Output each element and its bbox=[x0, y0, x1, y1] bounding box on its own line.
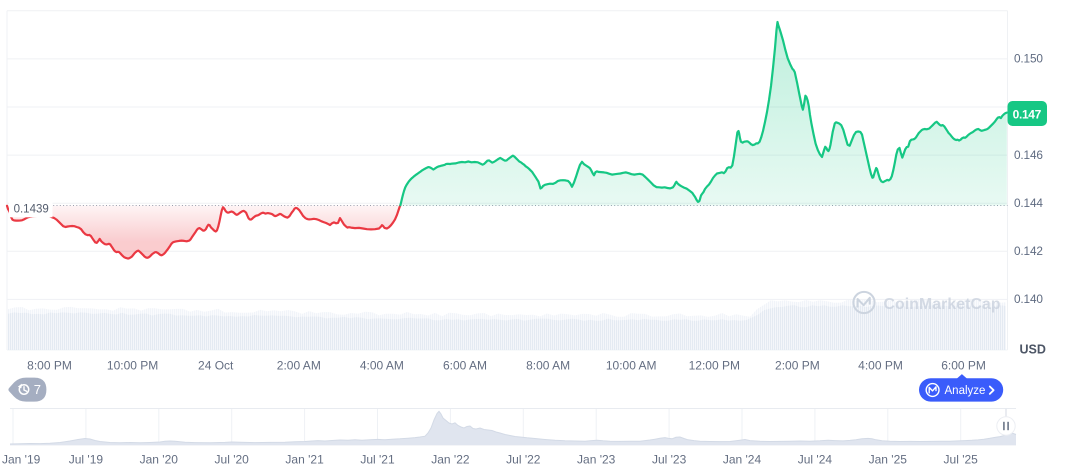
svg-text:0.144: 0.144 bbox=[1014, 196, 1043, 210]
svg-text:Jan '19: Jan '19 bbox=[2, 453, 41, 467]
svg-text:Jan '22: Jan '22 bbox=[431, 453, 470, 467]
svg-text:CoinMarketCap: CoinMarketCap bbox=[884, 296, 1001, 313]
svg-text:Jul '22: Jul '22 bbox=[506, 453, 541, 467]
svg-text:Jan '23: Jan '23 bbox=[577, 453, 616, 467]
svg-text:Jul '21: Jul '21 bbox=[360, 453, 395, 467]
svg-text:7: 7 bbox=[34, 382, 41, 397]
svg-text:0.1439: 0.1439 bbox=[14, 204, 49, 216]
svg-text:Jan '20: Jan '20 bbox=[140, 453, 179, 467]
svg-text:10:00 PM: 10:00 PM bbox=[107, 359, 158, 373]
svg-text:2:00 AM: 2:00 AM bbox=[277, 359, 321, 373]
svg-text:USD: USD bbox=[1020, 342, 1046, 356]
svg-text:Jul '24: Jul '24 bbox=[798, 453, 833, 467]
svg-text:0.147: 0.147 bbox=[1013, 108, 1042, 122]
svg-text:Analyze: Analyze bbox=[945, 385, 986, 397]
svg-text:0.140: 0.140 bbox=[1014, 292, 1043, 306]
svg-text:12:00 PM: 12:00 PM bbox=[689, 359, 740, 373]
svg-text:24 Oct: 24 Oct bbox=[198, 359, 234, 373]
svg-text:0.146: 0.146 bbox=[1014, 148, 1043, 162]
svg-text:Jul '19: Jul '19 bbox=[69, 453, 104, 467]
svg-text:6:00 PM: 6:00 PM bbox=[941, 359, 986, 373]
svg-text:Jul '23: Jul '23 bbox=[652, 453, 687, 467]
svg-text:4:00 PM: 4:00 PM bbox=[858, 359, 903, 373]
svg-text:2:00 PM: 2:00 PM bbox=[775, 359, 820, 373]
svg-text:Jan '21: Jan '21 bbox=[285, 453, 324, 467]
svg-text:Jan '24: Jan '24 bbox=[723, 453, 762, 467]
svg-text:Jul '25: Jul '25 bbox=[944, 453, 979, 467]
svg-text:8:00 PM: 8:00 PM bbox=[27, 359, 72, 373]
svg-text:0.150: 0.150 bbox=[1014, 52, 1043, 66]
svg-text:Jul '20: Jul '20 bbox=[215, 453, 250, 467]
svg-text:0.142: 0.142 bbox=[1014, 244, 1043, 258]
svg-text:8:00 AM: 8:00 AM bbox=[526, 359, 570, 373]
svg-text:10:00 AM: 10:00 AM bbox=[606, 359, 657, 373]
svg-text:6:00 AM: 6:00 AM bbox=[443, 359, 487, 373]
svg-text:Jan '25: Jan '25 bbox=[869, 453, 908, 467]
svg-text:4:00 AM: 4:00 AM bbox=[360, 359, 404, 373]
